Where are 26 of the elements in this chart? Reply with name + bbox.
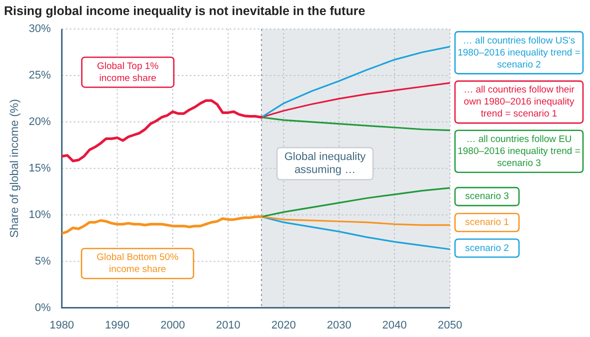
chart-title: Rising global income inequality is not inevitable in the future [4,4,366,18]
text: Global Bottom 50% income share [96,252,179,276]
x-tick-label: 1990 [105,319,130,332]
series-label: scenario 1 [465,217,509,228]
y-tick-label: 10% [28,208,52,221]
x-tick-label: 1980 [50,319,74,332]
y-tick-label: 25% [28,70,52,82]
series-label: … all countries follow US's 1980–2016 inequality trend = scenario 2 [458,35,581,70]
x-tick-label: 2020 [271,319,296,332]
x-tick-label: 2000 [160,319,185,332]
series-label: scenario 2 [465,242,509,254]
text: Global Top 1% income share [96,60,160,84]
y-tick-label: 30% [28,23,52,36]
y-axis-title: Share of global income (%) [9,98,22,238]
series-label: … all countries follow EU 1980–2016 inequality trend = scenario 3 [458,134,581,170]
y-tick-label: 0% [34,302,52,314]
series-label: scenario 3 [465,191,509,202]
x-tick-label: 2010 [216,319,240,332]
y-tick-label: 5% [34,255,52,268]
annotation: Global inequality assuming … [284,151,366,176]
x-tick-label: 2030 [326,319,352,332]
x-tick-label: 2050 [438,319,462,332]
x-tick-label: 2040 [382,319,407,332]
y-tick-label: 15% [28,162,52,174]
series-label: … all countries follow their own 1980–2016 inequality trend = scenario 1 [464,84,574,120]
y-tick-label: 20% [28,116,52,128]
